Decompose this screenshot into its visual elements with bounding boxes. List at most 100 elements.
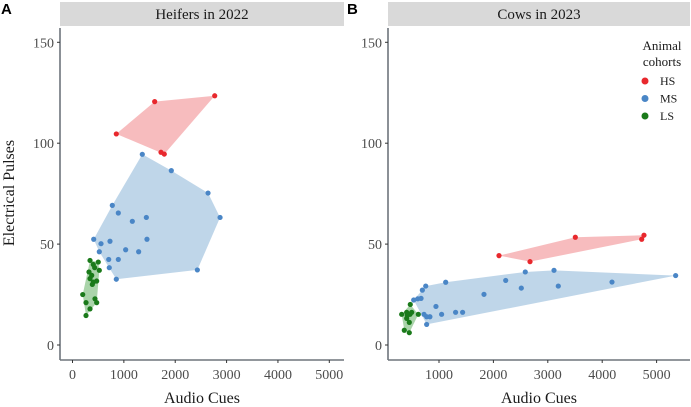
point-ms: [411, 297, 417, 303]
point-hs: [527, 259, 533, 265]
point-ls: [87, 306, 93, 312]
hull-ms: [93, 154, 221, 280]
point-ms: [123, 247, 129, 253]
point-ls: [94, 300, 100, 306]
y-tick-label: 100: [33, 137, 54, 152]
hull-hs: [499, 235, 644, 262]
legend-label-ls: LS: [660, 109, 674, 123]
legend-label-ms: MS: [660, 92, 677, 106]
point-ls: [399, 311, 405, 317]
point-ls: [404, 312, 410, 318]
legend-key-hs: [641, 77, 649, 85]
y-tick-label: 150: [361, 36, 382, 51]
panel-b-strip: [388, 2, 690, 26]
point-ls: [415, 311, 421, 317]
point-ms: [143, 214, 149, 221]
point-ls: [87, 276, 93, 282]
x-tick-label: 5000: [643, 368, 671, 383]
hull-hs: [116, 95, 215, 155]
point-ls: [83, 300, 89, 306]
point-ms: [522, 269, 528, 275]
point-ms: [109, 202, 115, 208]
point-ms: [518, 285, 524, 291]
panel-b-title: Cows in 2023: [497, 7, 580, 23]
point-ms: [205, 190, 211, 196]
point-ms: [418, 295, 424, 301]
point-ms: [129, 218, 135, 224]
legend-title-line2: cohorts: [643, 54, 681, 69]
x-tick-label: 0: [69, 368, 76, 383]
legend-label-hs: HS: [660, 74, 675, 88]
point-ls: [406, 319, 412, 325]
point-hs: [212, 93, 218, 99]
point-ls: [92, 265, 98, 271]
point-ms: [98, 241, 104, 247]
point-ls: [87, 257, 93, 264]
panel-b: B Cows in 2023 0 50 100 150 1000 2000 3000 4000…: [347, 1, 690, 407]
panel-b-x-axis-title: Audio Cues: [501, 390, 577, 407]
point-ms: [144, 236, 150, 242]
y-tick-label: 0: [375, 339, 382, 354]
panel-b-marks: [399, 232, 679, 336]
point-ls: [95, 259, 101, 265]
panel-b-axes: 0 50 100 150 1000 2000 3000 4000 5000: [361, 28, 690, 383]
point-ms: [609, 279, 615, 285]
panel-letter-a: A: [1, 1, 12, 18]
legend-title-line1: Animal: [643, 38, 682, 53]
point-ls: [401, 327, 407, 333]
point-ms: [91, 236, 97, 242]
point-ls: [89, 281, 95, 288]
point-ms: [452, 309, 459, 315]
x-tick-label: 3000: [213, 368, 241, 383]
x-tick-label: 1000: [425, 368, 453, 383]
point-ms: [427, 314, 433, 320]
point-ms: [439, 311, 445, 317]
y-axis-title: Electrical Pulses: [1, 140, 18, 246]
point-ms: [139, 151, 145, 157]
point-ms: [419, 287, 425, 293]
panel-a-marks: [80, 93, 223, 319]
point-ms: [443, 279, 449, 285]
point-hs: [639, 236, 645, 242]
point-ls: [96, 267, 102, 273]
panel-letter-b: B: [347, 1, 358, 18]
panel-a-axes: 0 50 100 150 0 1000 2000 3000 4000 5000: [33, 28, 344, 383]
point-hs: [496, 253, 502, 259]
point-ms: [503, 277, 509, 284]
x-tick-label: 4000: [264, 368, 292, 383]
point-ms: [481, 291, 487, 297]
point-ms: [168, 168, 174, 174]
point-ls: [406, 330, 412, 336]
point-hs: [152, 99, 158, 105]
hull-ms: [413, 270, 676, 325]
x-tick-label: 3000: [534, 368, 562, 383]
x-tick-label: 5000: [315, 368, 343, 383]
point-ls: [407, 301, 413, 308]
point-ms: [217, 214, 223, 221]
point-ms: [113, 276, 119, 282]
y-tick-label: 100: [361, 137, 382, 152]
point-ls: [83, 312, 89, 319]
point-hs: [113, 131, 119, 137]
point-ms: [423, 283, 429, 289]
legend: Animal cohorts HS MS LS: [641, 38, 682, 123]
y-tick-label: 50: [40, 238, 54, 253]
legend-key-ms: [641, 95, 649, 102]
point-ms: [424, 321, 430, 328]
x-tick-label: 2000: [161, 368, 189, 383]
panel-a: A Heifers in 2022 0 50 100 150 0 1000 2000 3000…: [1, 1, 344, 407]
point-hs: [572, 234, 578, 240]
point-ms: [551, 267, 557, 273]
point-ms: [96, 249, 102, 255]
point-ms: [115, 256, 121, 263]
x-tick-label: 4000: [588, 368, 616, 383]
point-ms: [673, 272, 679, 279]
point-ms: [115, 210, 121, 216]
point-ms: [106, 256, 112, 263]
point-ms: [433, 303, 439, 310]
point-ms: [107, 238, 113, 244]
panel-a-x-axis-title: Audio Cues: [164, 390, 240, 407]
point-ls: [94, 278, 100, 284]
point-ms: [460, 309, 466, 315]
